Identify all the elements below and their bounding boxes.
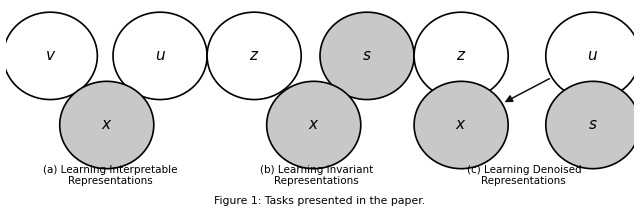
Ellipse shape <box>414 12 508 100</box>
Text: $u$: $u$ <box>588 48 598 63</box>
Text: $x$: $x$ <box>101 118 113 133</box>
Text: $z$: $z$ <box>456 48 467 63</box>
Text: Figure 1: Tasks presented in the paper.: Figure 1: Tasks presented in the paper. <box>214 196 426 206</box>
Text: $u$: $u$ <box>155 48 166 63</box>
Ellipse shape <box>546 12 640 100</box>
Text: (b) Learning Invariant
Representations: (b) Learning Invariant Representations <box>260 165 374 187</box>
Ellipse shape <box>320 12 414 100</box>
Text: (c) Learning Denoised
Representations: (c) Learning Denoised Representations <box>467 165 581 187</box>
Text: $s$: $s$ <box>362 48 372 63</box>
Ellipse shape <box>267 81 361 169</box>
Text: $x$: $x$ <box>308 118 319 133</box>
Text: $z$: $z$ <box>249 48 259 63</box>
Text: $s$: $s$ <box>588 118 598 133</box>
Ellipse shape <box>207 12 301 100</box>
Text: (a) Learning Interpretable
Representations: (a) Learning Interpretable Representatio… <box>43 165 177 187</box>
Text: $v$: $v$ <box>45 48 56 63</box>
Text: $x$: $x$ <box>455 118 467 133</box>
Ellipse shape <box>3 12 97 100</box>
Ellipse shape <box>546 81 640 169</box>
Ellipse shape <box>60 81 154 169</box>
Ellipse shape <box>414 81 508 169</box>
Ellipse shape <box>113 12 207 100</box>
